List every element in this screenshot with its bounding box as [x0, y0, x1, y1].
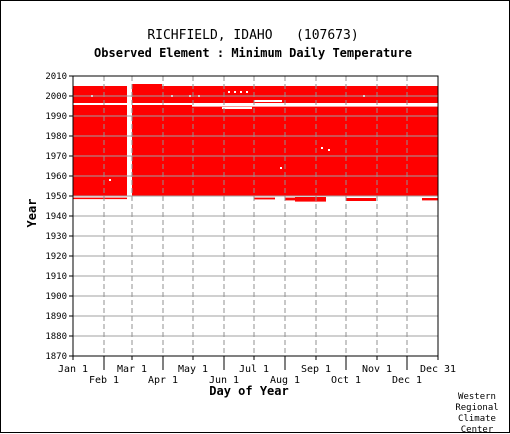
x-tick-label-0: Jan 1 — [58, 364, 88, 375]
missing-gap-0 — [73, 103, 438, 105]
x-tick-label-3: Apr 1 — [148, 375, 178, 386]
observed-bar-aug-sep-low — [295, 197, 326, 202]
credit-line-1: Western — [458, 392, 496, 402]
y-tick-label-2010: 2010 — [45, 72, 67, 82]
observed-bar-oct-low — [346, 198, 376, 201]
missing-point-5 — [228, 91, 230, 93]
y-tick-label-1960: 1960 — [45, 172, 67, 182]
missing-point-6 — [234, 91, 236, 93]
y-tick-label-1970: 1970 — [45, 152, 67, 162]
plot-area: 1870 1880 1890 1900 1910 1920 1930 1940 1950 1960… — [45, 72, 456, 386]
x-tick-label-8: Sep 1 — [301, 364, 331, 375]
observed-bar-jul-low — [254, 197, 275, 200]
y-tick-label-2000: 2000 — [45, 92, 67, 102]
missing-point-11 — [328, 149, 330, 151]
missing-point-8 — [246, 91, 248, 93]
missing-gap-2 — [222, 107, 252, 109]
missing-point-1 — [109, 179, 111, 181]
x-tick-label-6: Jul 1 — [239, 364, 269, 375]
x-tick-label-4: May 1 — [178, 364, 208, 375]
x-tick-label-10: Nov 1 — [362, 364, 392, 375]
x-tick-label-2: Mar 1 — [117, 364, 147, 375]
missing-gap-1 — [192, 104, 438, 107]
y-tick-label-1980: 1980 — [45, 132, 67, 142]
y-tick-label-1920: 1920 — [45, 252, 67, 262]
y-tick-label-1990: 1990 — [45, 112, 67, 122]
y-tick-label-1940: 1940 — [45, 212, 67, 222]
observed-bar-dec-low — [422, 198, 438, 201]
missing-point-7 — [240, 91, 242, 93]
missing-point-9 — [280, 167, 282, 169]
plot-border — [72, 75, 439, 357]
y-tick-label-1890: 1890 — [45, 312, 67, 322]
x-tick-label-5: Jun 1 — [209, 375, 239, 386]
credit-line-4: Center — [461, 425, 494, 434]
x-axis-label: Day of Year — [209, 384, 288, 398]
y-tick-label-1950: 1950 — [45, 192, 67, 202]
x-tick-label-9: Oct 1 — [331, 375, 361, 386]
y-axis-label: Year — [25, 199, 39, 228]
missing-gap-4 — [127, 86, 132, 196]
credit-line-3: Climate — [458, 414, 496, 424]
y-tick-label-1900: 1900 — [45, 292, 67, 302]
missing-gap-3 — [254, 100, 282, 102]
x-tick-label-11: Dec 1 — [392, 375, 422, 386]
chart-title: RICHFIELD, IDAHO (107673) — [147, 28, 358, 43]
y-tick-label-1930: 1930 — [45, 232, 67, 242]
chart-subtitle: Observed Element : Minimum Daily Tempera… — [94, 46, 412, 60]
credit-line-2: Regional — [455, 403, 498, 413]
x-tick-label-1: Feb 1 — [89, 375, 119, 386]
y-tick-label-1870: 1870 — [45, 352, 67, 362]
observed-bar-mar-end — [132, 84, 162, 86]
observed-bar-aug-low — [285, 197, 295, 201]
y-tick-label-1910: 1910 — [45, 272, 67, 282]
observed-bar-early-jan-feb — [73, 197, 127, 200]
y-tick-label-1880: 1880 — [45, 332, 67, 342]
x-tick-label-7: Aug 1 — [270, 375, 300, 386]
missing-point-10 — [321, 147, 323, 149]
x-tick-label-12: Dec 31 — [420, 364, 456, 375]
wrcc-credit: Western Regional Climate Center — [455, 392, 498, 434]
